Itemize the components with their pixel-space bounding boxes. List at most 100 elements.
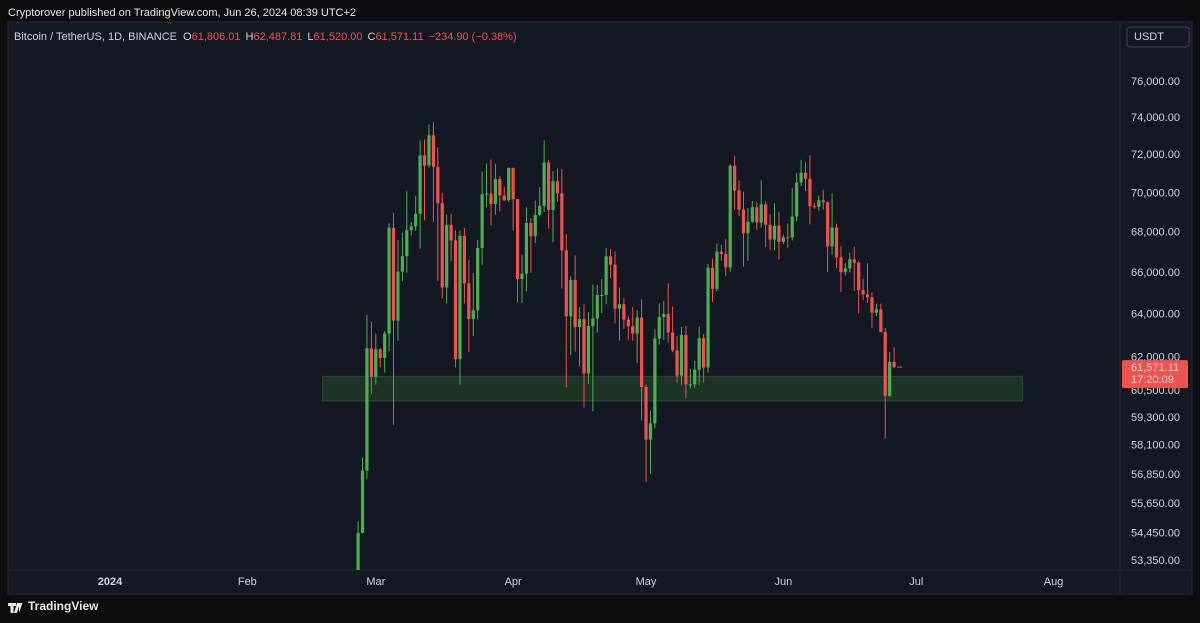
candle-body	[883, 332, 887, 396]
candle-body	[502, 195, 506, 201]
candle-body	[551, 181, 555, 211]
candle-body	[507, 167, 511, 201]
candle-body	[387, 227, 391, 334]
candle-body	[440, 203, 444, 288]
candle-body	[560, 193, 564, 251]
y-tick-label: 66,000.00	[1131, 267, 1180, 279]
candle-body	[555, 181, 560, 194]
countdown-label: 17:20:09	[1131, 374, 1174, 386]
currency-badge[interactable]	[1126, 26, 1190, 48]
chart-panel	[7, 21, 1193, 595]
candle-body	[608, 256, 613, 265]
candle-body	[821, 200, 825, 203]
chart-title: Bitcoin / TetherUS, 1D, BINANCE	[14, 31, 177, 43]
candle-body	[600, 294, 604, 296]
candle-body	[591, 318, 595, 326]
x-tick-label: Mar	[366, 576, 385, 588]
y-tick-label: 70,000.00	[1131, 187, 1180, 199]
candle-body	[648, 423, 653, 440]
candle-body	[684, 334, 688, 385]
candle-body	[577, 319, 582, 328]
candle-body	[369, 348, 373, 377]
currency-label: USDT	[1134, 31, 1164, 43]
candle-body	[733, 165, 737, 191]
candle-body	[422, 155, 427, 166]
y-tick-label: 72,000.00	[1131, 149, 1180, 161]
x-tick-label: Jul	[909, 576, 923, 588]
candle-body	[843, 268, 847, 273]
candle-body	[857, 262, 861, 291]
candle-body	[653, 338, 657, 424]
candle-body	[374, 349, 378, 377]
candle-body	[737, 190, 741, 210]
candle-body	[431, 135, 435, 167]
x-tick-label: Aug	[1044, 576, 1064, 588]
candle-body	[378, 349, 382, 358]
y-tick-label: 59,300.00	[1131, 412, 1180, 424]
candle-body	[772, 225, 777, 240]
candle-body	[480, 194, 484, 248]
candle-body	[662, 313, 666, 318]
candle-body	[436, 166, 440, 204]
candle-body	[710, 267, 715, 289]
candle-body	[533, 214, 537, 237]
y-tick-label: 68,000.00	[1131, 227, 1180, 239]
legend-value: 61,806.01	[192, 31, 241, 43]
candle-body	[826, 202, 830, 247]
candle-body	[529, 222, 533, 237]
candle-body	[458, 235, 462, 360]
candle-body	[808, 178, 812, 207]
candle-body	[365, 348, 369, 471]
y-tick-label: 55,650.00	[1131, 498, 1180, 510]
candle-body	[626, 319, 630, 327]
candle-body	[693, 369, 697, 385]
candle-body	[781, 237, 785, 242]
candle-body	[449, 224, 453, 241]
candle-body	[764, 204, 768, 225]
support-zone	[322, 375, 1024, 402]
candle-body	[511, 167, 515, 200]
candle-body	[848, 259, 852, 269]
candle-body	[888, 361, 892, 396]
candle-body	[790, 216, 794, 238]
plot-area	[322, 122, 1024, 570]
candle-body	[839, 257, 843, 273]
candle-body	[892, 361, 896, 368]
candle-body	[724, 253, 728, 268]
candle-body	[360, 470, 365, 533]
legend-value: 61,520.00	[314, 31, 363, 43]
candle-body	[666, 313, 670, 333]
chart-legend: Bitcoin / TetherUS, 1D, BINANCE O61,806.0…	[14, 31, 517, 43]
publisher-line: Cryptorover published on TradingView.com…	[8, 7, 356, 19]
candle-body	[688, 384, 692, 386]
y-tick-label: 64,000.00	[1131, 309, 1180, 321]
last-price-box	[1122, 360, 1188, 389]
y-tick-label: 58,100.00	[1131, 440, 1180, 452]
candle-body	[706, 267, 710, 368]
candle-body	[817, 200, 821, 207]
candle-body	[803, 172, 808, 179]
candle-body	[471, 310, 475, 320]
y-tick-label: 76,000.00	[1131, 76, 1180, 88]
candle-body	[520, 273, 524, 280]
candle-body	[383, 333, 387, 358]
candle-body	[400, 256, 404, 272]
candle-body	[812, 206, 816, 208]
candle-body	[564, 250, 568, 317]
candle-body	[795, 182, 799, 217]
candle-body	[356, 532, 360, 570]
x-tick-label: Feb	[238, 576, 257, 588]
legend-key: L	[307, 31, 313, 43]
candle-body	[542, 162, 546, 206]
candle-body	[719, 251, 723, 254]
candle-body	[586, 325, 591, 374]
candle-body	[409, 226, 413, 231]
candle-body	[595, 294, 599, 319]
candle-body	[879, 309, 883, 333]
candle-body	[538, 205, 542, 215]
candle-body	[640, 317, 644, 388]
candle-body	[453, 240, 458, 360]
y-tick-label: 53,350.00	[1131, 555, 1180, 567]
candle-body	[768, 224, 772, 240]
candle-body	[546, 162, 551, 211]
